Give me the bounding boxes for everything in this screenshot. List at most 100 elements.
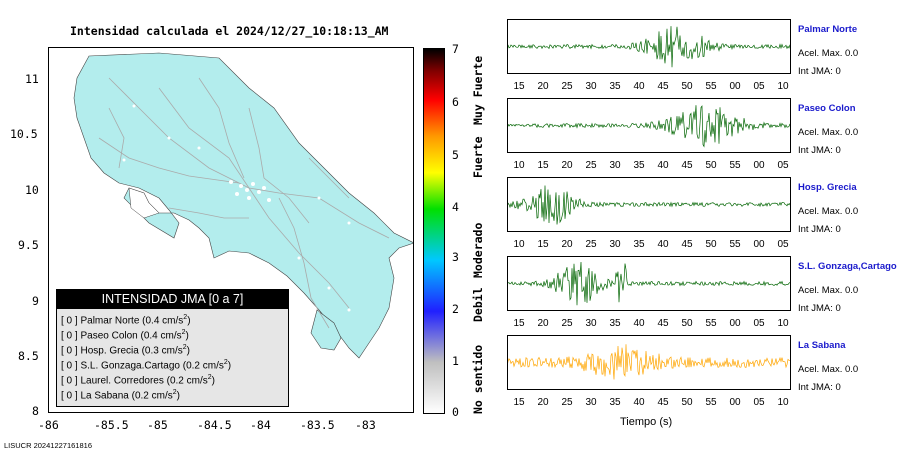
time-tick-label: 15 — [513, 81, 525, 92]
legend-row: [ 0 ] Hosp. Grecia (0.3 cm/s2) — [61, 344, 190, 356]
time-axis-label: Tiempo (s) — [620, 416, 673, 428]
map-x-tick: -85 — [147, 418, 168, 432]
time-tick-label: 10 — [777, 81, 789, 92]
time-tick-label: 25 — [585, 160, 597, 171]
legend-text: Hosp. Grecia (0.3 cm/s — [80, 345, 183, 357]
time-ticks: 10 15 20 25 30 35 40 45 50 55 00 05 — [507, 160, 789, 174]
map-x-tick: -86 — [38, 418, 59, 432]
station-acel: Acel. Max. 0.0 — [798, 285, 859, 296]
map-y-tick: 11 — [25, 72, 39, 86]
legend-header: INTENSIDAD JMA [0 a 7] — [57, 290, 288, 309]
colorbar-word: Fuerte — [471, 136, 485, 178]
waveform-line — [508, 105, 790, 148]
map-title: Intensidad calculada el 2024/12/27_10:18… — [70, 24, 389, 38]
time-tick-label: 40 — [657, 160, 669, 171]
time-tick-label: 05 — [777, 160, 789, 171]
time-tick-label: 15 — [513, 397, 525, 408]
legend-sup: 2 — [207, 374, 212, 381]
nicoya-gulf — [128, 187, 160, 219]
time-ticks: 15 20 25 30 35 40 45 50 55 00 05 10 — [507, 81, 789, 95]
time-tick-label: 55 — [705, 81, 717, 92]
time-tick-label: 15 — [537, 239, 549, 250]
legend-row: [ 0 ] Laurel. Corredores (0.2 cm/s2) — [61, 374, 215, 386]
time-tick-label: 45 — [681, 239, 693, 250]
time-tick-label: 30 — [609, 160, 621, 171]
colorbar-number: 6 — [452, 95, 459, 109]
colorbar-number: 7 — [452, 42, 459, 56]
time-tick-label: 35 — [609, 81, 621, 92]
time-tick-label: 05 — [777, 239, 789, 250]
colorbar-word: Debil — [471, 287, 485, 322]
legend-text: Laurel. Corredores (0.2 cm/s — [80, 375, 208, 387]
station-name: La Sabana — [798, 340, 846, 351]
time-tick-label: 30 — [585, 81, 597, 92]
map-x-tick: -83 — [355, 418, 376, 432]
legend-close: ) — [176, 390, 180, 402]
time-tick-label: 30 — [609, 239, 621, 250]
time-tick-label: 15 — [537, 160, 549, 171]
time-tick-label: 30 — [585, 397, 597, 408]
legend-close: ) — [185, 330, 189, 342]
map-y-tick: 10 — [25, 183, 39, 197]
legend-close: ) — [211, 375, 215, 387]
legend-row: [ 0 ] Paseo Colon (0.4 cm/s2) — [61, 329, 189, 341]
time-ticks: 15 20 25 30 35 40 45 50 55 00 05 10 — [507, 397, 789, 411]
waveform-line — [508, 26, 790, 68]
road-network — [98, 77, 390, 329]
seismogram-trace — [507, 335, 791, 390]
city-dots — [122, 104, 351, 312]
time-tick-label: 50 — [681, 318, 693, 329]
time-tick-label: 15 — [513, 318, 525, 329]
station-name: Hosp. Grecia — [798, 182, 857, 193]
legend-level: [ 0 ] — [61, 345, 78, 357]
waveform-line — [508, 261, 790, 306]
map-y-tick: 10.5 — [10, 127, 38, 141]
trace-waveform — [508, 344, 790, 380]
time-tick-label: 35 — [633, 160, 645, 171]
intensity-legend: INTENSIDAD JMA [0 a 7] [ 0 ] Palmar Nort… — [56, 289, 289, 407]
osa-peninsula — [310, 309, 342, 351]
legend-level: [ 0 ] — [61, 375, 78, 387]
time-tick-label: 45 — [657, 318, 669, 329]
legend-text: Paseo Colon (0.4 cm/s — [80, 330, 182, 342]
time-tick-label: 00 — [753, 160, 765, 171]
time-tick-label: 10 — [777, 397, 789, 408]
trace-waveform — [508, 105, 790, 148]
time-tick-label: 35 — [609, 318, 621, 329]
map-y-tick: 8.5 — [18, 349, 39, 363]
station-acel: Acel. Max. 0.0 — [798, 206, 859, 217]
legend-text: La Sabana (0.2 cm/s — [80, 390, 173, 402]
time-tick-label: 10 — [777, 318, 789, 329]
seismogram-trace — [507, 177, 791, 232]
time-tick-label: 05 — [753, 397, 765, 408]
seismogram-trace — [507, 98, 791, 153]
colorbar-number: 1 — [452, 354, 459, 368]
time-tick-label: 10 — [513, 160, 525, 171]
colorbar-word: Muy Fuerte — [471, 55, 485, 125]
map-y-tick: 8 — [32, 404, 39, 418]
costa-rica-map — [73, 52, 413, 359]
trace-waveform — [508, 261, 790, 306]
station-jma: Int JMA: 0 — [798, 224, 841, 235]
colorbar-number: 5 — [452, 148, 459, 162]
time-tick-label: 45 — [657, 397, 669, 408]
time-tick-label: 45 — [681, 160, 693, 171]
trace-waveform — [508, 26, 790, 68]
colorbar-word: Moderado — [471, 222, 485, 278]
waveform-line — [508, 344, 790, 380]
time-tick-label: 00 — [753, 239, 765, 250]
legend-row: [ 0 ] Palmar Norte (0.4 cm/s2) — [61, 314, 191, 326]
legend-sup: 2 — [223, 359, 228, 366]
seismogram-trace — [507, 256, 791, 311]
station-jma: Int JMA: 0 — [798, 303, 841, 314]
time-tick-label: 40 — [633, 397, 645, 408]
time-tick-label: 20 — [561, 160, 573, 171]
time-tick-label: 20 — [537, 397, 549, 408]
colorbar-number: 4 — [452, 200, 459, 214]
time-tick-label: 50 — [681, 81, 693, 92]
time-tick-label: 20 — [537, 318, 549, 329]
legend-sup: 2 — [183, 314, 188, 321]
colorbar-number: 0 — [452, 405, 459, 419]
time-tick-label: 00 — [729, 397, 741, 408]
legend-close: ) — [187, 315, 191, 327]
